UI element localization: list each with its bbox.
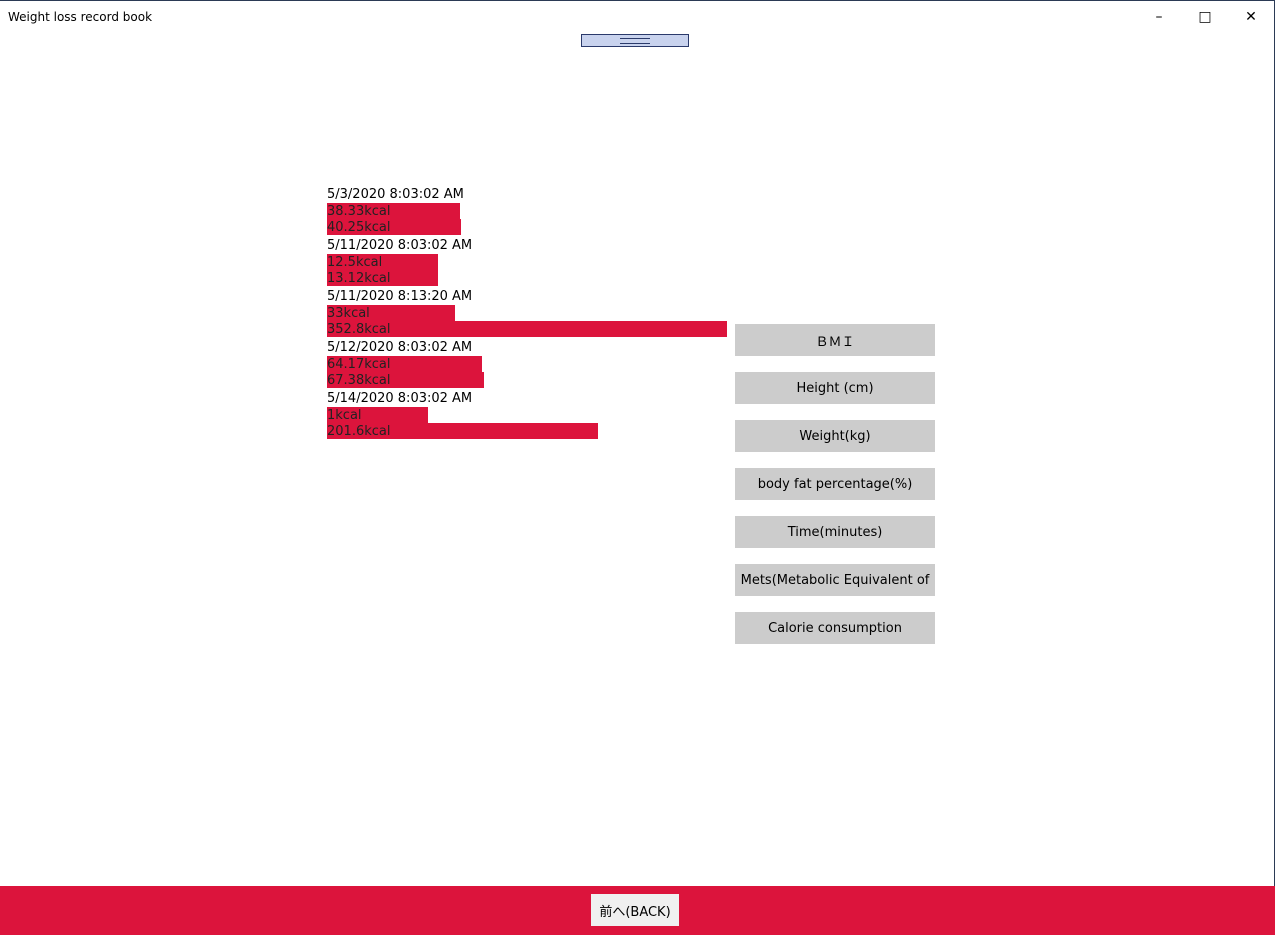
record-date: 5/14/2020 8:03:02 AM	[327, 391, 473, 406]
category-button[interactable]: Weight(kg)	[735, 420, 935, 452]
record-list: 5/3/2020 8:03:02 AM 38.33kcal 40.25kcal 5/1…	[327, 187, 727, 442]
category-button[interactable]: body fat percentage(%)	[735, 468, 935, 500]
back-button[interactable]: 前へ(BACK)	[591, 894, 679, 926]
calorie-bar: 201.6kcal	[327, 423, 599, 439]
record-group: 5/11/2020 8:03:02 AM 12.5kcal 13.12kcal	[327, 238, 727, 289]
category-button[interactable]: Mets(Metabolic Equivalent of	[735, 564, 935, 596]
category-buttons: ＢＭＩ Height (cm) Weight(kg) body fat percent…	[735, 324, 935, 660]
record-date: 5/11/2020 8:13:20 AM	[327, 289, 473, 304]
calorie-bar: 67.38kcal	[327, 372, 485, 388]
calorie-bar: 38.33kcal	[327, 203, 460, 219]
calorie-bar: 12.5kcal	[327, 254, 438, 270]
category-button[interactable]: Time(minutes)	[735, 516, 935, 548]
calorie-bar: 64.17kcal	[327, 356, 482, 372]
record-date: 5/3/2020 8:03:02 AM	[327, 187, 464, 202]
record-group: 5/3/2020 8:03:02 AM 38.33kcal 40.25kcal	[327, 187, 727, 238]
record-group: 5/11/2020 8:13:20 AM 33kcal 352.8kcal	[327, 289, 727, 340]
calorie-bar: 13.12kcal	[327, 270, 439, 286]
footer-bar: 前へ(BACK)	[0, 886, 1275, 935]
minimize-icon[interactable]: –	[1155, 9, 1163, 25]
record-date: 5/12/2020 8:03:02 AM	[327, 340, 473, 355]
calorie-bar: 1kcal	[327, 407, 428, 423]
record-group: 5/12/2020 8:03:02 AM 64.17kcal 67.38kcal	[327, 340, 727, 391]
window-title: Weight loss record book	[8, 10, 153, 24]
category-button[interactable]: Calorie consumption	[735, 612, 935, 644]
record-date: 5/11/2020 8:03:02 AM	[327, 238, 473, 253]
calorie-bar: 40.25kcal	[327, 219, 462, 235]
maximize-icon[interactable]: □	[1198, 9, 1212, 25]
drag-handle[interactable]	[581, 34, 689, 47]
record-group: 5/14/2020 8:03:02 AM 1kcal 201.6kcal	[327, 391, 727, 442]
title-bar: Weight loss record book – □ ✕	[0, 1, 1274, 33]
category-button[interactable]: Height (cm)	[735, 372, 935, 404]
close-icon[interactable]: ✕	[1245, 9, 1257, 25]
calorie-bar: 33kcal	[327, 305, 456, 321]
category-button[interactable]: ＢＭＩ	[735, 324, 935, 356]
calorie-bar: 352.8kcal	[327, 321, 727, 337]
